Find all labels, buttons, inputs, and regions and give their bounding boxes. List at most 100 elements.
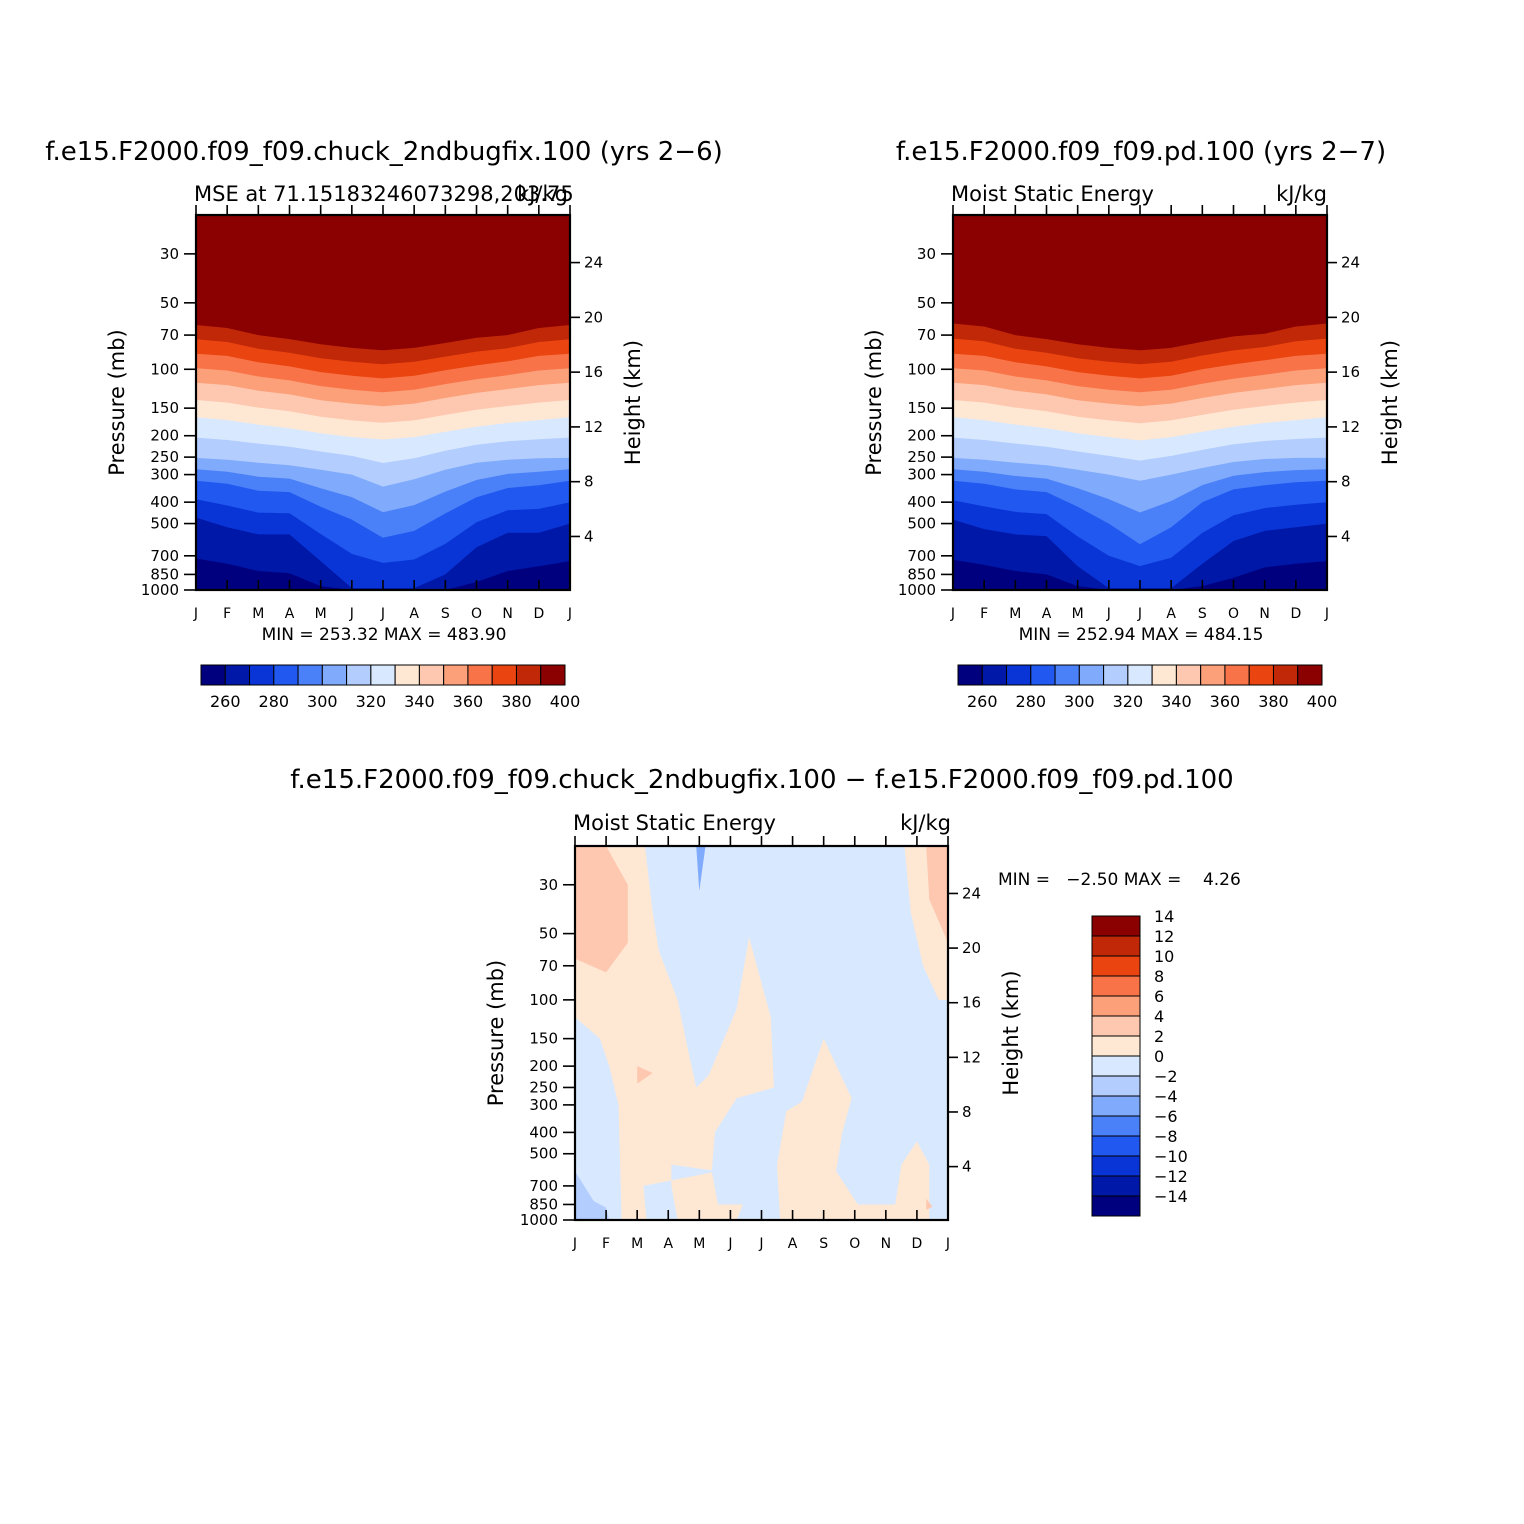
- y-axis-label: Pressure (mb): [484, 960, 508, 1107]
- colorbar-swatch: [515, 664, 542, 686]
- month-tick-label: A: [663, 1236, 673, 1252]
- colorbar-swatch: [1091, 915, 1141, 937]
- pressure-tick-label: 850: [529, 1195, 558, 1213]
- month-tick-label: S: [819, 1236, 828, 1252]
- colorbar-swatch: [1091, 1195, 1141, 1217]
- colorbar-swatch: [346, 664, 372, 686]
- month-tick-label: F: [980, 606, 988, 622]
- contour-band: [196, 517, 570, 590]
- colorbar-label: 300: [307, 692, 338, 711]
- month-tick-label: J: [349, 606, 354, 622]
- height-tick-label: 12: [1341, 418, 1360, 436]
- pressure-tick-label: 850: [907, 565, 936, 583]
- colorbar-label: −2: [1154, 1067, 1178, 1086]
- colorbar-label: 260: [210, 692, 241, 711]
- colorbar-swatch: [1103, 664, 1129, 686]
- pressure-tick-label: 250: [907, 448, 936, 466]
- month-tick-label: M: [315, 606, 327, 622]
- month-tick-label: M: [693, 1236, 705, 1252]
- contour-band: [926, 846, 948, 943]
- contour-band: [953, 519, 1327, 590]
- pressure-tick-label: 30: [160, 245, 179, 263]
- pressure-tick-label: 100: [529, 991, 558, 1009]
- height-tick-label: 20: [1341, 308, 1360, 326]
- colorbar-label: 380: [1258, 692, 1289, 711]
- colorbar-label: 260: [967, 692, 998, 711]
- panel-difference: f.e15.F2000.f09_f09.chuck_2ndbugfix.100 …: [290, 765, 1241, 1252]
- y2-axis-label: Height (km): [621, 340, 645, 465]
- pressure-tick-label: 400: [907, 493, 936, 511]
- colorbar-swatch: [1200, 664, 1226, 686]
- month-tick-label: J: [380, 606, 385, 622]
- colorbar-label: 2: [1154, 1027, 1164, 1046]
- colorbar-swatch: [1127, 664, 1153, 686]
- colorbar-swatch: [1091, 995, 1141, 1017]
- min-max-label: MIN = 252.94 MAX = 484.15: [1019, 625, 1264, 645]
- colorbar-swatch: [273, 664, 299, 686]
- colorbar-label: 280: [259, 692, 290, 711]
- month-tick-label: O: [471, 606, 482, 622]
- colorbar-swatch: [491, 664, 517, 686]
- contour-band: [777, 1038, 930, 1220]
- month-tick-label: N: [502, 606, 512, 622]
- colorbar-swatch: [1297, 664, 1323, 686]
- pressure-tick-label: 70: [917, 326, 936, 344]
- month-tick-label: F: [602, 1236, 610, 1252]
- colorbar-swatch: [981, 664, 1008, 686]
- panel-title: f.e15.F2000.f09_f09.chuck_2ndbugfix.100 …: [45, 137, 723, 167]
- colorbar-swatch: [394, 664, 420, 686]
- colorbar-swatch: [1091, 1055, 1141, 1077]
- height-tick-label: 16: [962, 994, 981, 1012]
- pressure-tick-label: 100: [150, 360, 179, 378]
- pressure-tick-label: 1000: [520, 1211, 558, 1229]
- colorbar-label: 360: [1210, 692, 1241, 711]
- colorbar-label: 4: [1154, 1007, 1164, 1026]
- colorbar-label: 400: [1307, 692, 1338, 711]
- colorbar-label: 340: [1161, 692, 1192, 711]
- colorbar-label: 14: [1154, 907, 1174, 926]
- colorbar-swatch: [249, 664, 275, 686]
- month-tick-label: N: [881, 1236, 891, 1252]
- panel-units-label: kJ/kg: [1276, 182, 1327, 206]
- pressure-tick-label: 70: [160, 326, 179, 344]
- pressure-tick-label: 500: [907, 515, 936, 533]
- height-tick-label: 4: [1341, 527, 1351, 545]
- pressure-tick-label: 1000: [141, 581, 179, 599]
- colorbar-swatch: [1091, 1155, 1141, 1177]
- colorbar-swatch: [1030, 664, 1056, 686]
- pressure-tick-label: 30: [539, 876, 558, 894]
- colorbar-swatch: [370, 664, 396, 686]
- colorbar-swatch: [1091, 1015, 1141, 1037]
- month-tick-label: S: [1198, 606, 1207, 622]
- y-axis-label: Pressure (mb): [862, 329, 886, 476]
- colorbar-swatch: [1091, 1115, 1141, 1137]
- month-tick-label: A: [1166, 606, 1176, 622]
- colorbar-swatch: [1091, 1175, 1141, 1197]
- pressure-tick-label: 500: [529, 1145, 558, 1163]
- pressure-tick-label: 100: [907, 360, 936, 378]
- colorbar-swatch: [1091, 1135, 1141, 1157]
- contour-band: [575, 1171, 610, 1220]
- month-tick-label: J: [567, 606, 572, 622]
- colorbar-label: −12: [1154, 1167, 1188, 1186]
- height-tick-label: 12: [584, 418, 603, 436]
- colorbar-swatch: [1224, 664, 1250, 686]
- month-tick-label: A: [788, 1236, 798, 1252]
- month-tick-label: M: [1072, 606, 1084, 622]
- month-tick-label: S: [441, 606, 450, 622]
- colorbar-swatch: [1091, 935, 1141, 957]
- colorbar-label: 360: [453, 692, 484, 711]
- colorbar: 260 280 300 320 340 360 380 400: [957, 664, 1338, 711]
- colorbar-label: 380: [501, 692, 532, 711]
- pressure-tick-label: 250: [150, 448, 179, 466]
- month-tick-label: F: [223, 606, 231, 622]
- month-tick-label: N: [1259, 606, 1269, 622]
- colorbar-swatch: [1175, 664, 1202, 686]
- panel-left-label: Moist Static Energy: [951, 182, 1154, 206]
- height-tick-label: 24: [962, 884, 981, 902]
- month-tick-label: M: [631, 1236, 643, 1252]
- pressure-tick-label: 150: [529, 1030, 558, 1048]
- month-tick-label: J: [572, 1236, 577, 1252]
- colorbar-swatch: [1248, 664, 1274, 686]
